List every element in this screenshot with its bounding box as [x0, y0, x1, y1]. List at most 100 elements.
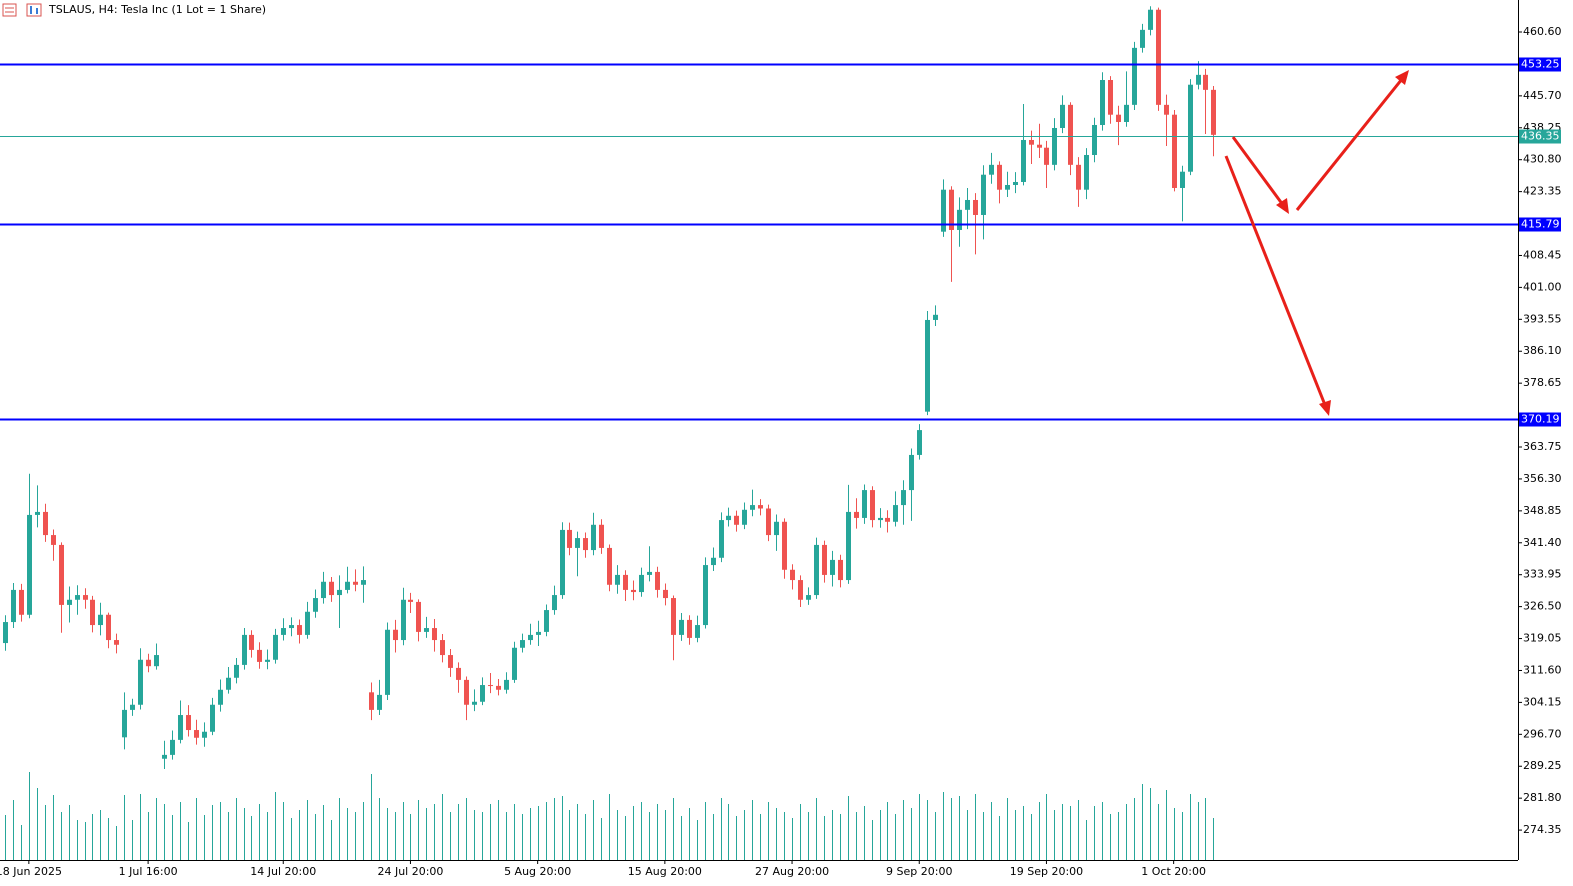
y-tick-label: 274.35 — [1523, 823, 1562, 836]
candle-body — [1132, 47, 1137, 105]
candle-body — [623, 574, 628, 590]
candle-body — [591, 524, 596, 551]
candle-body — [448, 655, 453, 668]
level-label: 453.25 — [1521, 58, 1560, 71]
y-tick-label: 423.35 — [1523, 185, 1562, 198]
y-tick-label: 363.75 — [1523, 440, 1562, 453]
icon — [26, 3, 42, 17]
level-label: 415.79 — [1521, 218, 1560, 231]
level-label-bg — [1519, 57, 1561, 72]
candle-body — [249, 634, 254, 650]
y-tick-label: 304.15 — [1523, 695, 1562, 708]
candle-body — [43, 511, 48, 536]
candle-body — [790, 569, 795, 581]
candle-body — [671, 598, 676, 635]
candle-body — [679, 619, 684, 635]
candle-body — [862, 490, 867, 518]
candle-body — [464, 679, 469, 705]
y-tick-label: 326.50 — [1523, 600, 1562, 613]
candle-body — [297, 625, 302, 635]
candle-body — [1172, 114, 1177, 188]
candle-body — [750, 505, 755, 510]
candle-body — [599, 524, 604, 548]
candle-body — [957, 209, 962, 230]
level-label: 370.19 — [1521, 413, 1560, 426]
candle-body — [631, 589, 636, 593]
y-tick-label: 348.85 — [1523, 504, 1562, 517]
candle-body — [19, 589, 24, 615]
candle-body — [1013, 181, 1018, 185]
candle-body — [909, 454, 914, 491]
candle-body — [393, 629, 398, 641]
candle-body — [1100, 80, 1105, 125]
candle-body — [1164, 104, 1169, 115]
y-tick-label: 356.30 — [1523, 472, 1562, 485]
candle-body — [1188, 84, 1193, 172]
candle-body — [170, 739, 175, 755]
candle-body — [218, 689, 223, 705]
candle-body — [337, 589, 342, 596]
x-tick-label: 14 Jul 20:00 — [250, 865, 316, 878]
arrow — [1295, 78, 1404, 211]
candle-body — [377, 694, 382, 710]
candle-body — [504, 679, 509, 690]
chart-title: TSLAUS, H4: Tesla Inc (1 Lot = 1 Share) — [48, 3, 266, 16]
candle-body — [1029, 139, 1034, 145]
x-tick-label: 27 Aug 20:00 — [755, 865, 829, 878]
candle-body — [917, 430, 922, 455]
candle-body — [965, 199, 970, 210]
candle-body — [1116, 114, 1121, 122]
candle-body — [854, 511, 859, 518]
candle-body — [1203, 74, 1208, 90]
candle-body — [440, 640, 445, 656]
candle-body — [949, 189, 954, 230]
candle-body — [456, 667, 461, 680]
candle-body — [114, 640, 119, 645]
x-tick-label: 9 Sep 20:00 — [886, 865, 952, 878]
candle-body — [703, 565, 708, 626]
y-tick-label: 311.60 — [1523, 663, 1562, 676]
candle-body — [281, 628, 286, 635]
candle-body — [178, 715, 183, 740]
y-tick-label: 281.80 — [1523, 791, 1562, 804]
candle-body — [711, 557, 716, 566]
candle-body — [401, 599, 406, 641]
x-tick-label: 19 Sep 20:00 — [1010, 865, 1083, 878]
x-tick-label: 5 Aug 20:00 — [504, 865, 571, 878]
symbol-icons — [2, 3, 42, 17]
candle-body — [432, 628, 437, 641]
x-tick-label: 18 Jun 2025 — [0, 865, 62, 878]
candle-body — [51, 535, 56, 545]
candle-body — [416, 601, 421, 632]
y-tick-label: 445.70 — [1523, 89, 1562, 102]
candle-body — [305, 611, 310, 635]
candle-body — [265, 659, 270, 662]
candle-body — [289, 625, 294, 629]
x-tick-label: 1 Jul 16:00 — [119, 865, 178, 878]
level-label-bg — [1519, 217, 1561, 232]
candle-body — [234, 664, 239, 678]
candle-body — [997, 164, 1002, 190]
candle-body — [838, 559, 843, 581]
candle-body — [981, 174, 986, 215]
candle-body — [742, 509, 747, 525]
candle-body — [210, 704, 215, 732]
candle-body — [3, 622, 8, 644]
candle-body — [814, 544, 819, 596]
candle-body — [615, 574, 620, 585]
candle-body — [1156, 9, 1161, 105]
candle-body — [242, 634, 247, 665]
candle-body — [329, 581, 334, 596]
candle-body — [774, 521, 779, 536]
arrow-head — [1395, 70, 1409, 85]
y-tick-label: 341.40 — [1523, 536, 1562, 549]
candle-body — [202, 731, 207, 738]
candle-body — [806, 595, 811, 600]
candle-body — [822, 544, 827, 575]
candle-body — [1037, 144, 1042, 148]
candle-body — [1084, 154, 1089, 190]
candle-body — [35, 511, 40, 515]
candle-body — [1076, 164, 1081, 190]
